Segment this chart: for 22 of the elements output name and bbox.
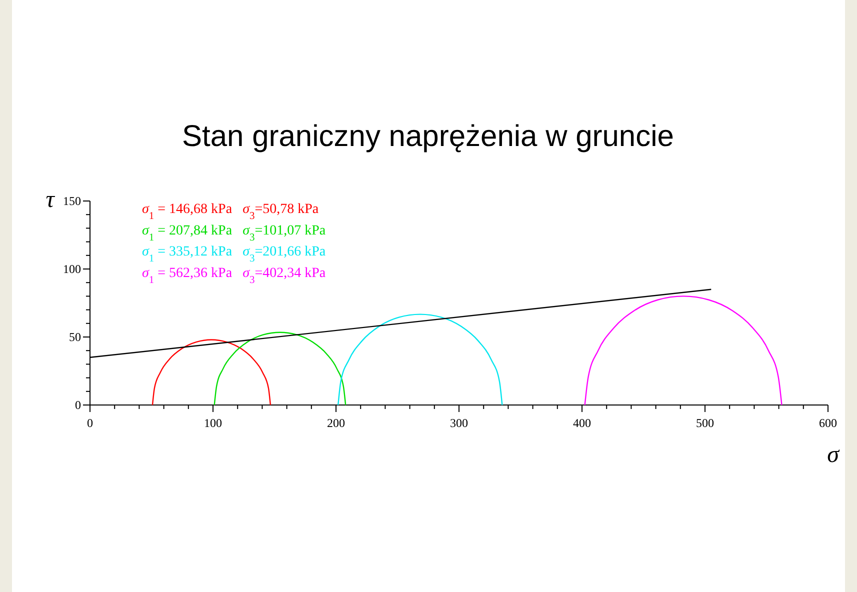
x-tick-label: 0 [87,416,93,430]
text: σ$_{1}$ = 207,84 kPa σ$_{3}$=101,07 kPa [142,223,326,243]
y-tick-label: 0 [75,398,81,412]
y-tick-label: 150 [63,194,81,208]
text: σ$_{1}$ = 335,12 kPa σ$_{3}$=201,66 kPa [142,244,326,264]
y-axis-title: τ [46,187,56,213]
text: σ$_{1}$ = 146,68 kPa σ$_{3}$=50,78 kPa [142,202,320,222]
x-tick-label: 300 [450,416,468,430]
chart-title: Stan graniczny naprężenia w gruncie [182,120,674,153]
x-tick-label: 600 [819,416,837,430]
x-tick-label: 200 [327,416,345,430]
y-tick-label: 50 [69,330,81,344]
text: σ$_{1}$ = 562,36 kPa σ$_{3}$=402,34 kPa [142,266,326,286]
line-series [584,296,782,406]
x-tick-label: 100 [204,416,222,430]
x-tick-label: 500 [696,416,714,430]
y-tick-label: 100 [63,262,81,276]
line-series [152,339,272,406]
x-tick-label: 400 [573,416,591,430]
line-series [337,314,503,406]
x-axis-title: σ [827,442,840,468]
line-series [214,332,346,406]
